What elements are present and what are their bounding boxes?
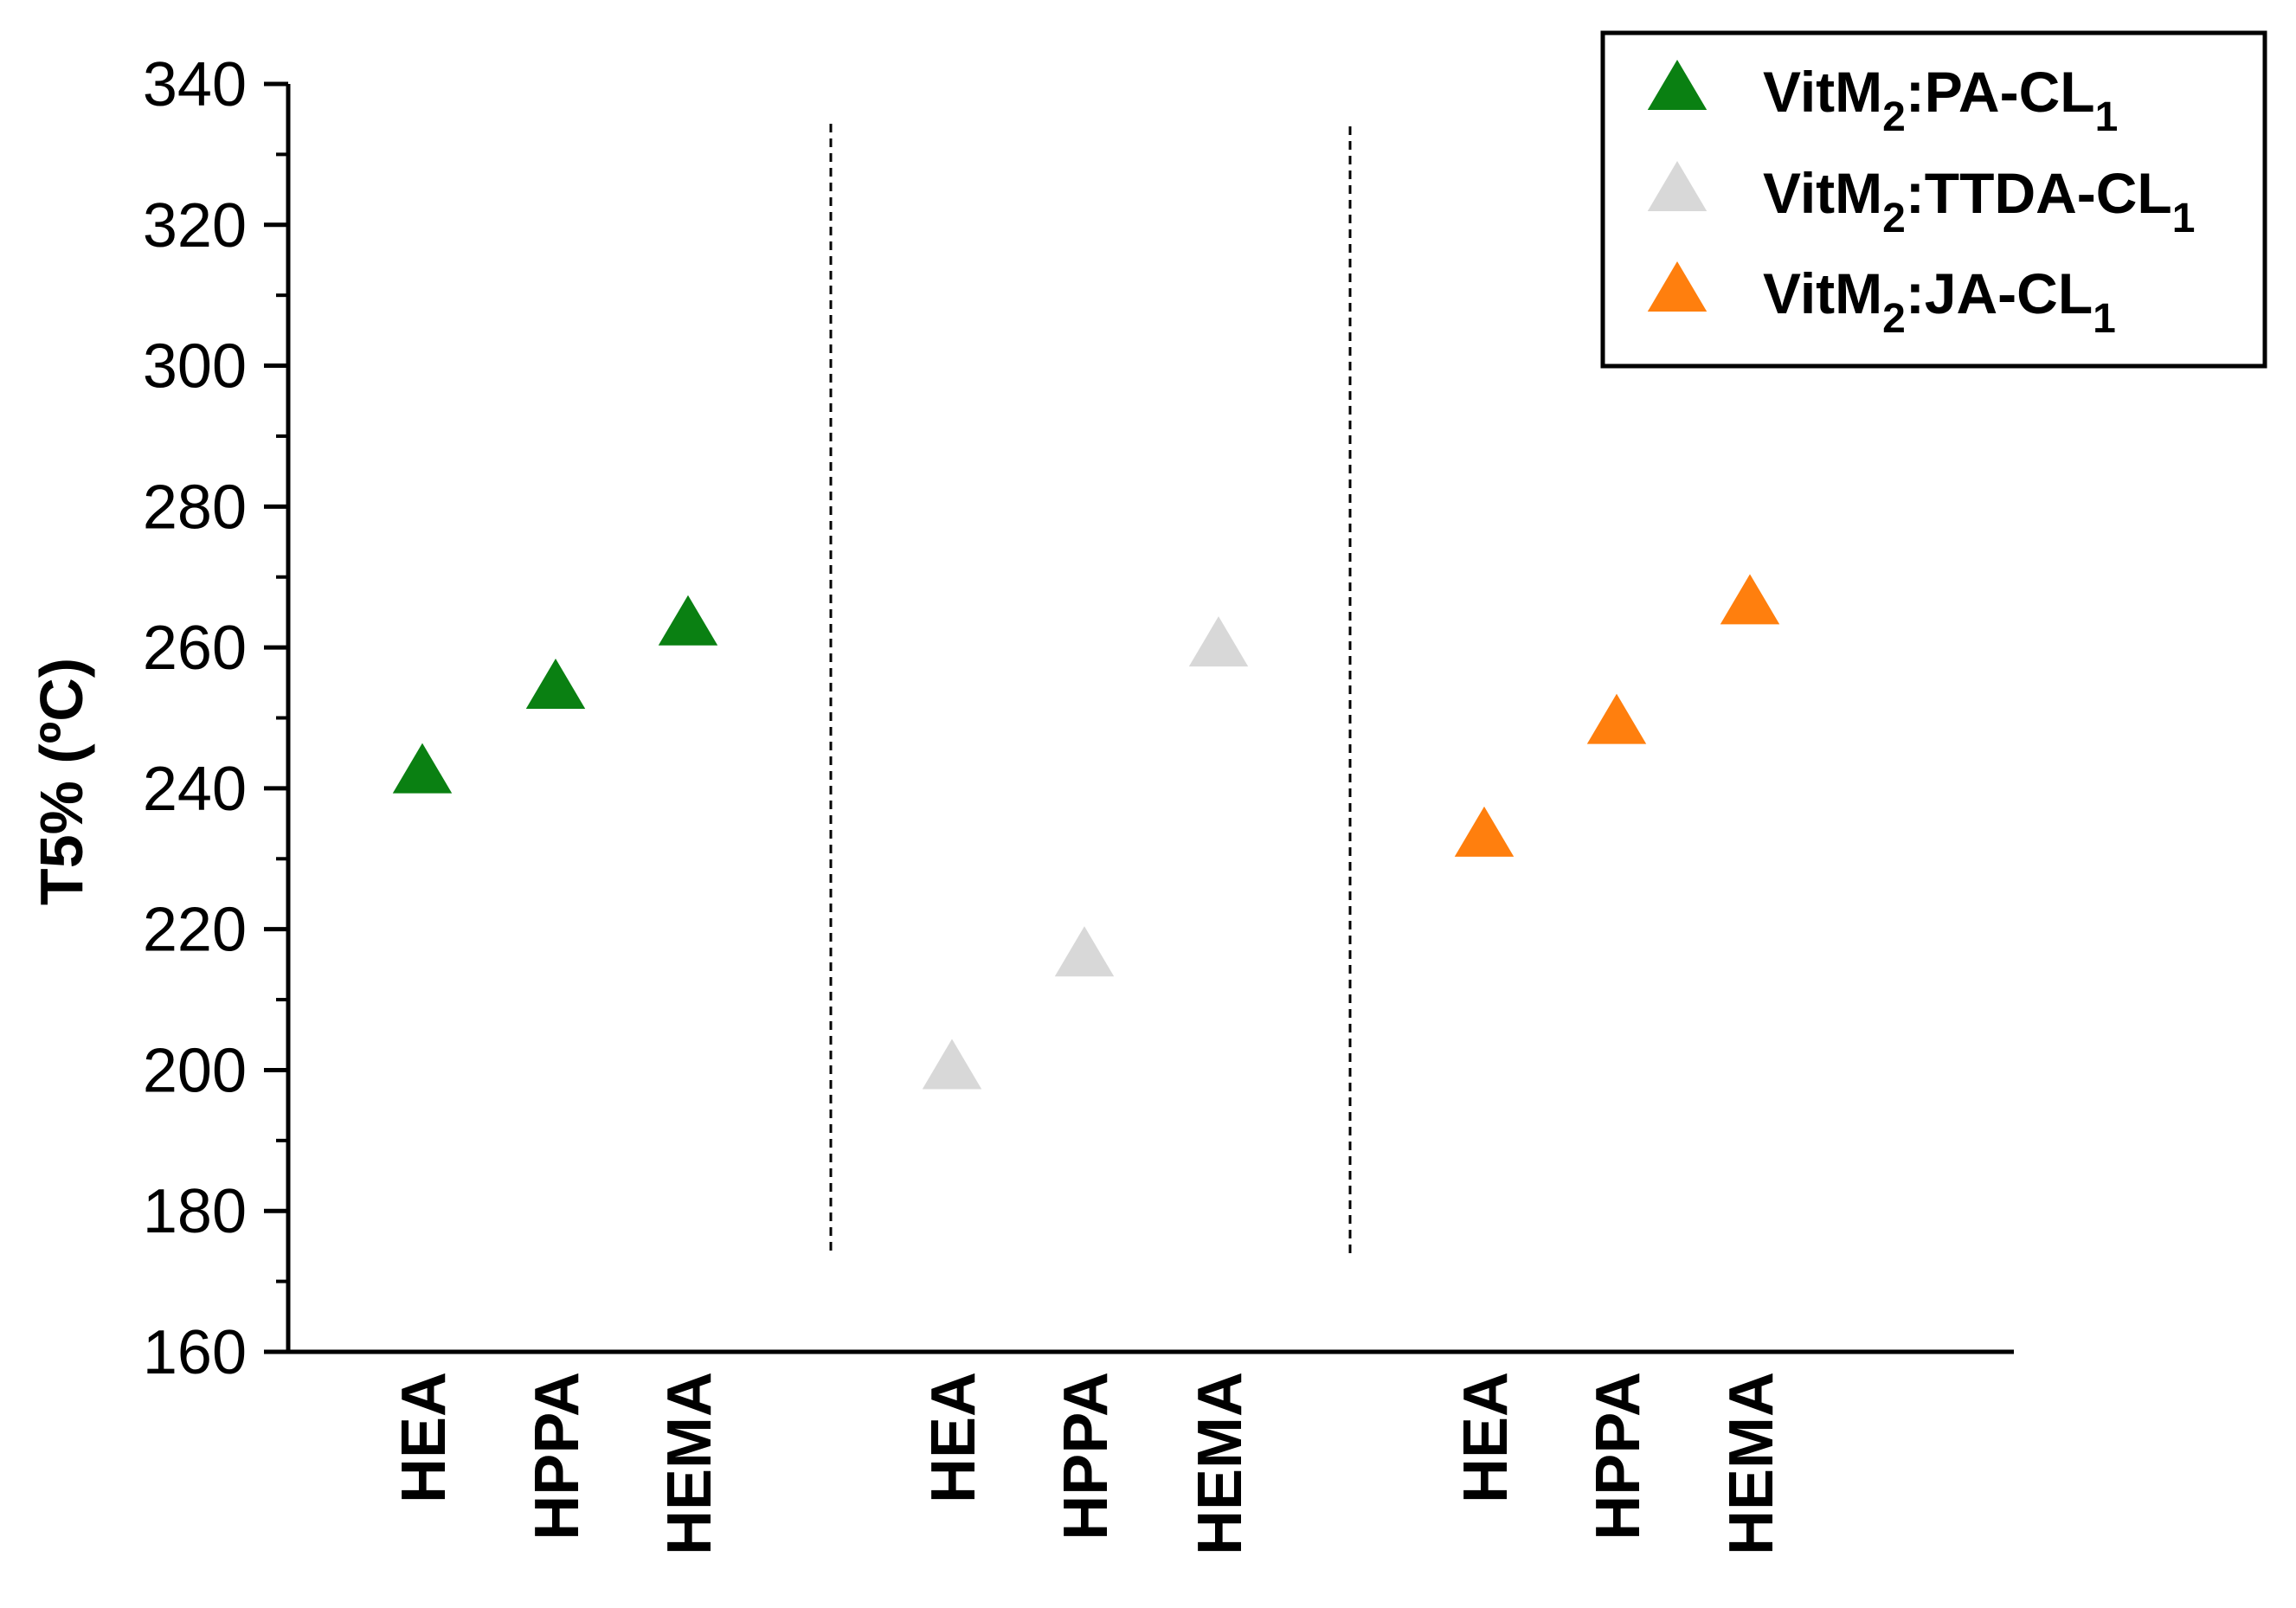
y-axis-title: T5% (ºC) bbox=[28, 658, 95, 905]
x-category-label: HEA bbox=[389, 1372, 459, 1503]
y-tick-label: 200 bbox=[143, 1036, 247, 1105]
data-point-triangle bbox=[392, 743, 453, 794]
legend-box bbox=[1600, 30, 2267, 369]
data-point-triangle bbox=[1188, 616, 1249, 667]
x-category-label: HEMA bbox=[655, 1372, 724, 1555]
data-point-triangle bbox=[922, 1039, 982, 1090]
data-points bbox=[392, 574, 1780, 1090]
x-category-label: HEA bbox=[919, 1372, 988, 1503]
category-labels: HEA HPPA HEMA HEA HPPA HEMA HEA HPPA HEMA bbox=[389, 1372, 1786, 1555]
legend-entry-label: VitM2:JA-CL1 bbox=[1763, 261, 2116, 342]
legend-entry-label: VitM2:TTDA-CL1 bbox=[1763, 161, 2195, 241]
group-separators bbox=[829, 124, 1352, 1259]
y-tick-label: 320 bbox=[143, 191, 247, 260]
data-point-triangle bbox=[1586, 693, 1647, 744]
legend: VitM2:PA-CL1 VitM2:TTDA-CL1 VitM2:JA-CL1 bbox=[1600, 30, 2267, 369]
legend-entry-label: VitM2:PA-CL1 bbox=[1763, 60, 2118, 140]
data-point-triangle bbox=[658, 595, 718, 646]
y-tick-label: 260 bbox=[143, 614, 247, 683]
axes: 160 180 200 220 240 260 280 300 320 340 bbox=[143, 50, 2014, 1387]
x-category-label: HPPA bbox=[523, 1372, 592, 1540]
data-point-triangle bbox=[1720, 574, 1780, 625]
x-category-label: HEA bbox=[1451, 1372, 1521, 1503]
legend-marker bbox=[1647, 261, 1708, 312]
y-tick-label: 180 bbox=[143, 1177, 247, 1246]
y-tick-label: 340 bbox=[143, 50, 247, 119]
legend-marker bbox=[1647, 60, 1708, 111]
data-point-triangle bbox=[1454, 806, 1515, 857]
data-point-triangle bbox=[1054, 926, 1115, 977]
y-tick-label: 300 bbox=[143, 332, 247, 402]
legend-marker bbox=[1647, 161, 1708, 212]
y-tick-label: 280 bbox=[143, 473, 247, 542]
x-category-label: HPPA bbox=[1584, 1372, 1653, 1540]
x-category-label: HPPA bbox=[1052, 1372, 1121, 1540]
data-point-triangle bbox=[525, 658, 586, 709]
y-tick-label: 240 bbox=[143, 755, 247, 824]
x-category-label: HEMA bbox=[1186, 1372, 1255, 1555]
y-tick-label: 160 bbox=[143, 1318, 247, 1387]
y-tick-label: 220 bbox=[143, 896, 247, 965]
x-category-label: HEMA bbox=[1717, 1372, 1786, 1555]
